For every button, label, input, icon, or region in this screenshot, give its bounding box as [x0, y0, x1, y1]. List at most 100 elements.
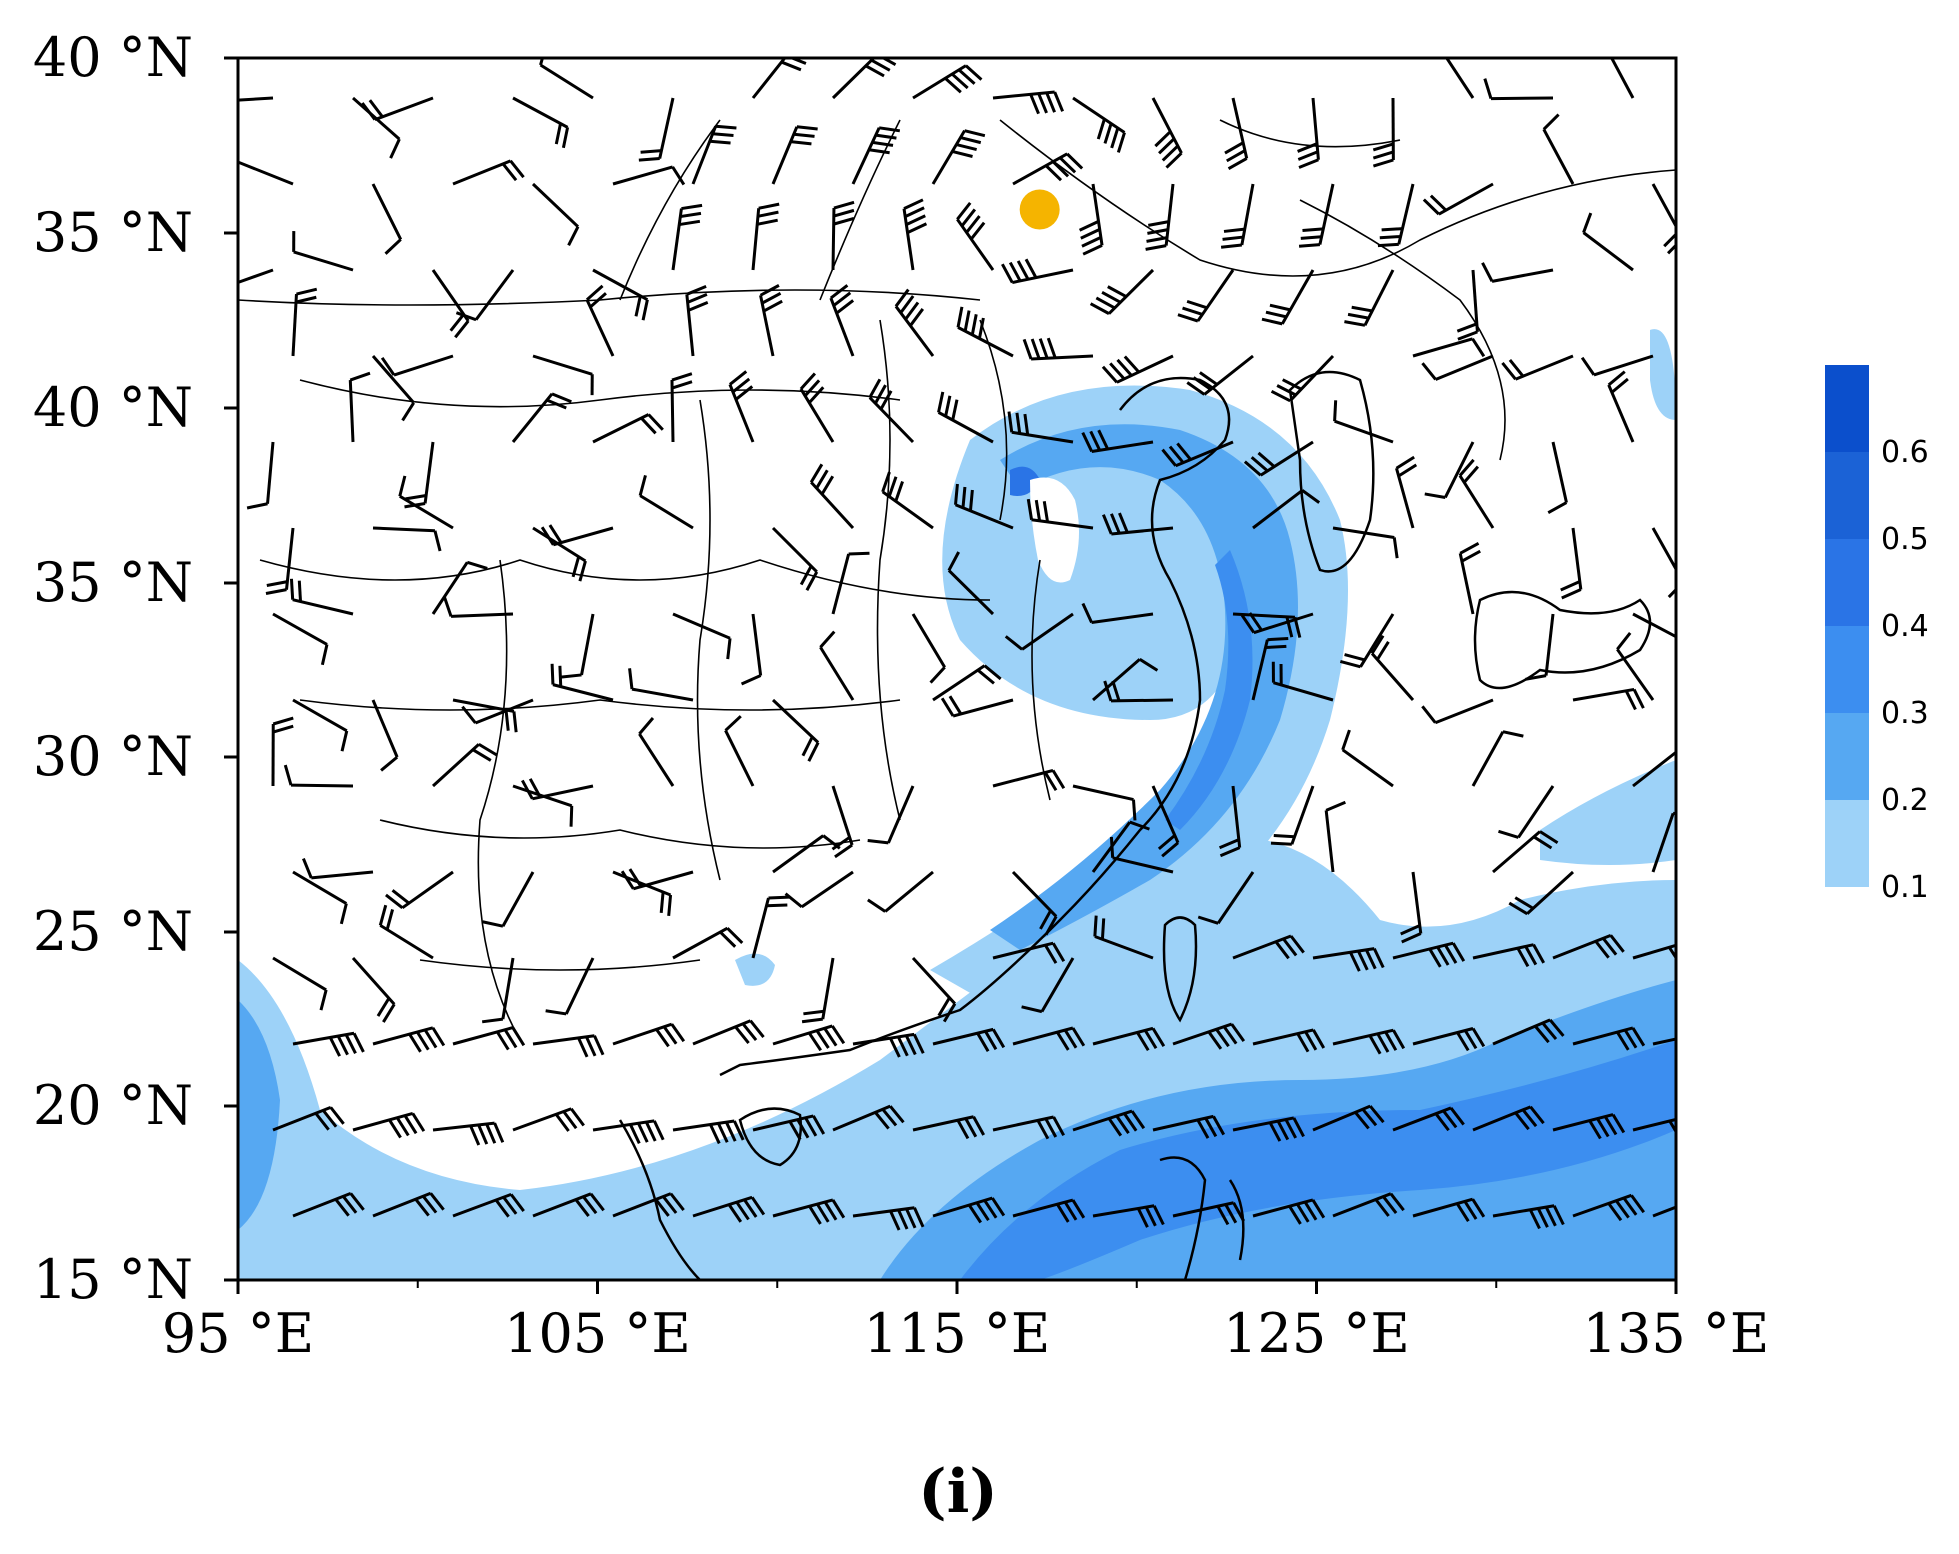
y-tick-label: 40 °N [33, 26, 193, 89]
wind-barb [1456, 269, 1479, 341]
wind-barb [672, 926, 744, 960]
wind-barb [372, 1026, 446, 1053]
wind-barb [831, 551, 870, 615]
wind-barb [728, 370, 755, 443]
colorbar-segment [1825, 713, 1869, 800]
wind-barb [540, 524, 614, 547]
wind-barb [452, 698, 518, 733]
wind-barb [819, 630, 855, 701]
wind-barb [1072, 96, 1126, 153]
wind-barb [1508, 870, 1575, 916]
wind-barb [398, 475, 454, 530]
wind-barb [1089, 268, 1155, 315]
wind-barb [1370, 634, 1415, 701]
wind-barb [801, 957, 835, 1024]
wind-barb [1421, 354, 1494, 381]
wind-barb [620, 868, 694, 891]
wind-barb [512, 96, 570, 149]
wind-barb [751, 202, 780, 271]
wind-barb [531, 182, 580, 246]
coastline-china [719, 376, 1231, 1077]
wind-barb [672, 612, 732, 660]
coastline-japan [1473, 590, 1652, 690]
wind-barb [1582, 212, 1634, 272]
wind-barb [1341, 729, 1394, 788]
wind-barb [1552, 933, 1625, 960]
x-tick-label: 105 °E [504, 1302, 691, 1365]
wind-barb [1552, 1113, 1626, 1140]
coastline-philippines [1159, 1156, 1245, 1280]
wind-barb [772, 1198, 846, 1225]
wind-barb [1421, 698, 1494, 725]
wind-barb [1011, 870, 1058, 936]
wind-barb [1547, 441, 1568, 515]
wind-barb [1492, 830, 1559, 874]
wind-barb [1092, 658, 1159, 702]
wind-barb [1251, 637, 1289, 701]
colorbar-label: 0.3 [1881, 696, 1929, 731]
wind-barb [638, 717, 675, 787]
wind-barb [1492, 1204, 1565, 1230]
y-tick-label: 40 °N [33, 376, 193, 439]
wind-barb [431, 742, 498, 788]
wind-barb [1324, 800, 1346, 873]
wind-barb [1081, 602, 1154, 625]
wind-barb [931, 129, 986, 185]
wind-barb [1102, 512, 1174, 536]
coastline-indochina [618, 1119, 701, 1280]
wind-barb [1161, 440, 1234, 468]
wind-barb [1332, 526, 1399, 559]
wind-barb [272, 612, 329, 666]
map-plot-area [238, 58, 1676, 1280]
wind-barb [992, 768, 1066, 792]
wind-barb [1186, 354, 1254, 396]
wind-barb [238, 268, 274, 285]
wind-barb [1072, 784, 1137, 821]
wind-barb [771, 125, 818, 185]
wind-barb [1572, 1026, 1646, 1051]
wind-barb [911, 956, 957, 1023]
wind-barb [671, 203, 703, 271]
wind-barb [1101, 354, 1174, 384]
wind-barb [550, 663, 614, 702]
wind-barb [1197, 871, 1255, 925]
wind-barb [852, 1206, 925, 1231]
wind-barb [692, 1195, 766, 1223]
shading-region-east [1540, 760, 1676, 865]
wind-barb [638, 475, 694, 530]
wind-barb [947, 551, 995, 616]
wind-barb [1392, 1106, 1465, 1132]
wind-barb [481, 957, 515, 1024]
shading-region-eye [1030, 477, 1079, 583]
wind-barb [809, 463, 855, 530]
colorbar-label: 0.6 [1881, 435, 1929, 470]
wind-barb [512, 1107, 585, 1132]
wind-barb [831, 785, 854, 859]
wind-barb [1298, 183, 1335, 248]
x-tick-label: 125 °E [1223, 1302, 1410, 1365]
wind-barb [1072, 1109, 1146, 1137]
wind-barb [1312, 947, 1385, 972]
wind-barb [385, 870, 454, 910]
wind-barb [592, 268, 649, 321]
wind-barb [912, 64, 983, 100]
wind-barb [1412, 1027, 1486, 1052]
wind-barb [956, 306, 1014, 358]
x-axis: 95 °E 105 °E 115 °E 125 °E 135 °E [162, 1280, 1769, 1365]
wind-barb [532, 1034, 605, 1058]
shading-region-spiral-mid [990, 424, 1298, 950]
wind-barb [1607, 370, 1635, 443]
wind-barb [867, 785, 915, 845]
wind-barb [431, 269, 470, 339]
wind-barb [831, 200, 855, 271]
wind-barb [1651, 811, 1676, 873]
wind-barb [292, 698, 349, 752]
wind-barb [432, 1121, 505, 1146]
wind-barb [1395, 455, 1418, 529]
wind-barb [1151, 785, 1180, 858]
wind-barb [1580, 354, 1654, 377]
wind-barb [612, 1192, 685, 1218]
y-tick-label: 20 °N [33, 1074, 193, 1137]
wind-barb [1498, 785, 1555, 839]
wind-barb [1471, 730, 1524, 787]
